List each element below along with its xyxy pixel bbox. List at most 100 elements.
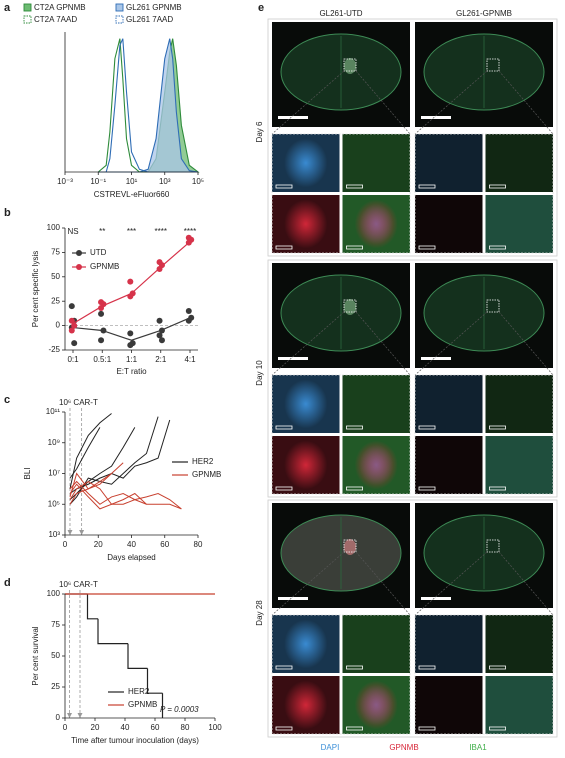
x-tick-label: 20 bbox=[91, 723, 100, 732]
row-frame bbox=[267, 259, 558, 498]
inset-scale-bar bbox=[275, 245, 293, 250]
inset-tint bbox=[342, 375, 410, 433]
data-point bbox=[185, 307, 192, 314]
inset-tint bbox=[485, 134, 553, 192]
y-tick-label: 10⁹ bbox=[48, 438, 60, 447]
tumour bbox=[344, 299, 356, 315]
inset-scale-bar bbox=[275, 726, 293, 731]
legend-swatch bbox=[23, 3, 32, 12]
treatment-arrow bbox=[77, 713, 83, 718]
y-tick-label: 25 bbox=[51, 296, 60, 305]
mean-line bbox=[72, 317, 191, 341]
mouse-line bbox=[69, 480, 147, 505]
inset-scale-bar bbox=[346, 726, 363, 731]
mouse-line bbox=[69, 416, 159, 505]
row-frame bbox=[267, 499, 558, 738]
x-tick-label: 0.5:1 bbox=[93, 355, 111, 364]
x-tick-label: 0:1 bbox=[67, 355, 79, 364]
inset-tumour bbox=[284, 199, 328, 249]
x-tick-label: 20 bbox=[94, 540, 103, 549]
zoom-lines bbox=[271, 551, 411, 616]
roi-box bbox=[486, 299, 500, 313]
row-frame bbox=[267, 18, 558, 257]
x-tick-label: 10⁻³ bbox=[57, 177, 73, 186]
significance: **** bbox=[184, 227, 196, 236]
channel-label: GPNMB bbox=[389, 743, 418, 752]
panel-letter: e bbox=[258, 2, 264, 14]
zoom-lines bbox=[271, 311, 411, 376]
channel-label: IBA1 bbox=[469, 743, 487, 752]
mouse-line bbox=[69, 462, 124, 498]
data-point bbox=[68, 303, 75, 310]
inset-bg bbox=[415, 195, 483, 253]
legend-label: UTD bbox=[90, 248, 107, 257]
inset-bg bbox=[485, 134, 553, 192]
roi-box bbox=[343, 58, 357, 72]
inset-scale-bar bbox=[418, 726, 436, 731]
data-point bbox=[68, 327, 75, 334]
legend-label: CT2A 7AAD bbox=[34, 15, 77, 24]
column-title: GL261-UTD bbox=[319, 9, 362, 18]
inset-bg bbox=[342, 134, 410, 192]
data-point bbox=[68, 317, 75, 324]
data-point bbox=[71, 322, 78, 329]
data-point bbox=[158, 337, 165, 344]
inset-tint bbox=[485, 375, 553, 433]
tumour bbox=[344, 58, 356, 74]
data-point bbox=[100, 327, 107, 334]
inset-scale-bar bbox=[489, 665, 506, 670]
inset-scale-bar bbox=[489, 726, 506, 731]
y-tick-label: 0 bbox=[56, 321, 61, 330]
significance: **** bbox=[155, 227, 167, 236]
inset-scale-bar bbox=[489, 184, 506, 189]
channel-label: DAPI bbox=[321, 743, 340, 752]
roi-box bbox=[486, 58, 500, 72]
scale-bar bbox=[278, 116, 308, 119]
x-tick-label: 100 bbox=[208, 723, 222, 732]
inset-scale-bar bbox=[275, 425, 293, 430]
inset-tumour bbox=[284, 440, 328, 490]
y-tick-label: 50 bbox=[51, 272, 60, 281]
inset-tint bbox=[485, 436, 553, 494]
data-point bbox=[156, 317, 163, 324]
x-tick-label: 40 bbox=[121, 723, 130, 732]
data-point bbox=[185, 239, 192, 246]
inset-scale-bar bbox=[275, 665, 293, 670]
legend-label: GPNMB bbox=[128, 700, 157, 709]
y-tick-label: 0 bbox=[56, 713, 61, 722]
inset-tumour bbox=[359, 203, 394, 245]
inset-bg bbox=[415, 375, 483, 433]
inset-tint bbox=[485, 615, 553, 673]
treatment-arrow bbox=[67, 530, 73, 535]
inset-scale-bar bbox=[346, 486, 363, 491]
inset-frame bbox=[414, 614, 554, 735]
inset-frame bbox=[271, 614, 411, 735]
x-tick-label: 0 bbox=[63, 540, 68, 549]
inset-scale-bar bbox=[346, 245, 363, 250]
x-tick-label: 10¹ bbox=[126, 177, 138, 186]
row-label: Day 10 bbox=[255, 360, 264, 386]
inset-tumour bbox=[284, 138, 328, 188]
inset-scale-bar bbox=[346, 665, 363, 670]
survival-step bbox=[127, 643, 148, 669]
roi-box bbox=[486, 539, 500, 553]
y-axis-label: Per cent survival bbox=[31, 626, 40, 685]
inset-frame bbox=[271, 374, 411, 495]
legend-label: GPNMB bbox=[90, 262, 119, 271]
inset-tint bbox=[415, 375, 483, 433]
mouse-line bbox=[69, 480, 182, 510]
survival-step bbox=[86, 594, 98, 620]
data-point bbox=[98, 305, 105, 312]
y-axis-label: BLI bbox=[23, 467, 32, 479]
data-point bbox=[127, 342, 134, 349]
panel-letter: a bbox=[4, 2, 11, 14]
scale-bar bbox=[421, 597, 451, 600]
data-point bbox=[127, 293, 134, 300]
x-tick-label: 2:1 bbox=[155, 355, 167, 364]
inset-scale-bar bbox=[489, 486, 506, 491]
zoom-lines bbox=[414, 551, 554, 616]
x-tick-label: 60 bbox=[160, 540, 169, 549]
x-tick-label: 80 bbox=[181, 723, 190, 732]
mouse-line bbox=[69, 419, 171, 494]
inset-tint bbox=[485, 676, 553, 734]
